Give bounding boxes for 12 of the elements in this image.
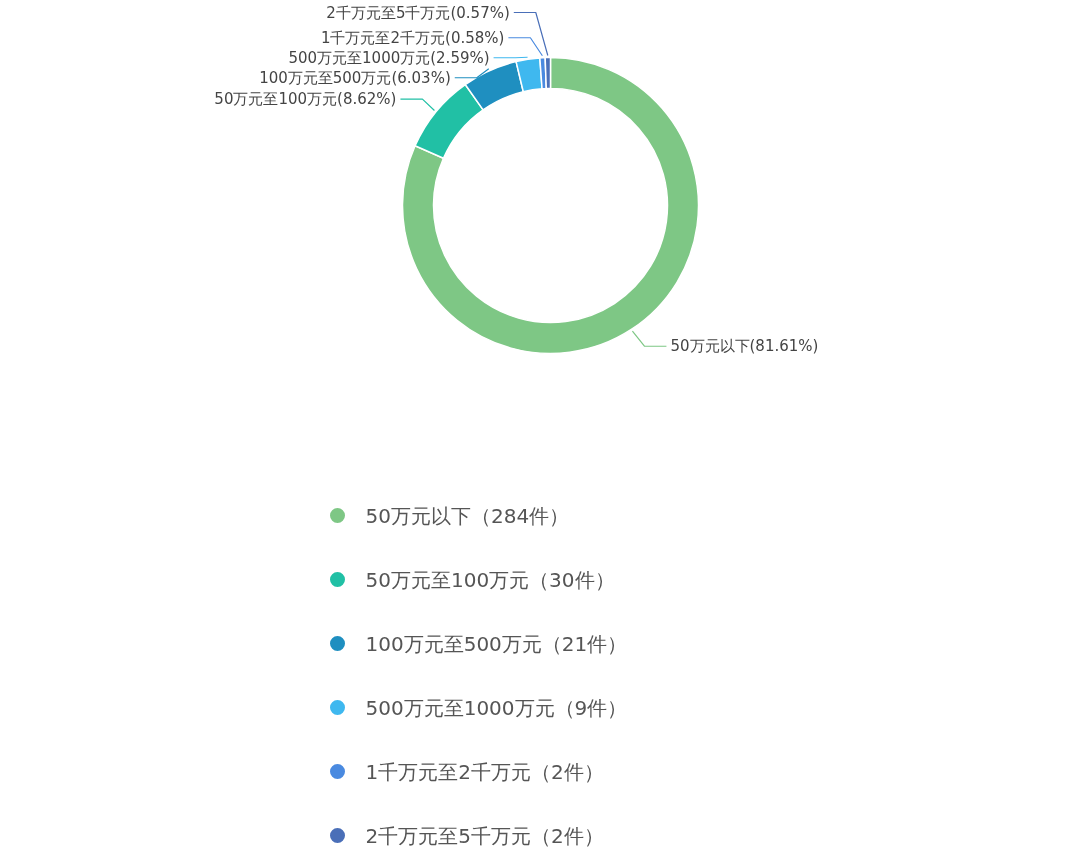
text: 2千万元至5千万元(0.57%)	[326, 3, 510, 22]
legend-label: 100万元至500万元（21件）	[365, 631, 628, 656]
legend-label: 50万元至100万元（30件）	[365, 567, 615, 592]
text: 100万元至500万元(6.03%)	[259, 68, 451, 87]
text: 500万元至1000万元(2.59%)	[288, 48, 490, 67]
legend-label: 50万元以下（284件）	[365, 503, 570, 528]
legend-label: 1千万元至2千万元（2件）	[365, 759, 604, 784]
text: 1千万元至2千万元(0.58%)	[320, 28, 505, 47]
legend-label: 2千万元至5千万元（2件）	[365, 823, 604, 848]
text: 50万元至100万元(8.62%)	[214, 90, 397, 109]
text: 50万元以下(81.61%)	[670, 337, 819, 356]
legend-label: 500万元至1000万元（9件）	[365, 695, 628, 720]
